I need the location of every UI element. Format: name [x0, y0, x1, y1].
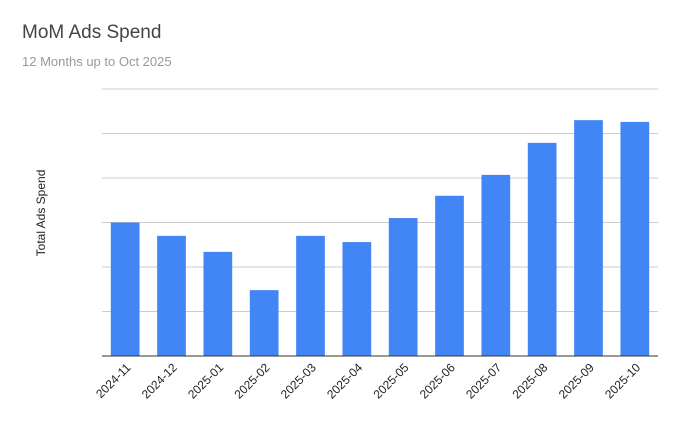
bar [527, 142, 557, 356]
bar [574, 120, 603, 357]
bar [203, 251, 233, 356]
bar [388, 218, 418, 356]
y-axis-label: Total Ads Spend [34, 170, 48, 257]
bar [296, 235, 325, 356]
chart-subtitle: 12 Months up to Oct 2025 [22, 54, 172, 69]
bar [620, 121, 650, 357]
bar [249, 290, 279, 356]
bar [110, 222, 140, 356]
bar [435, 195, 464, 356]
bar [481, 174, 511, 356]
chart-title: MoM Ads Spend [22, 22, 161, 43]
bar [157, 235, 186, 356]
bar [342, 242, 372, 356]
